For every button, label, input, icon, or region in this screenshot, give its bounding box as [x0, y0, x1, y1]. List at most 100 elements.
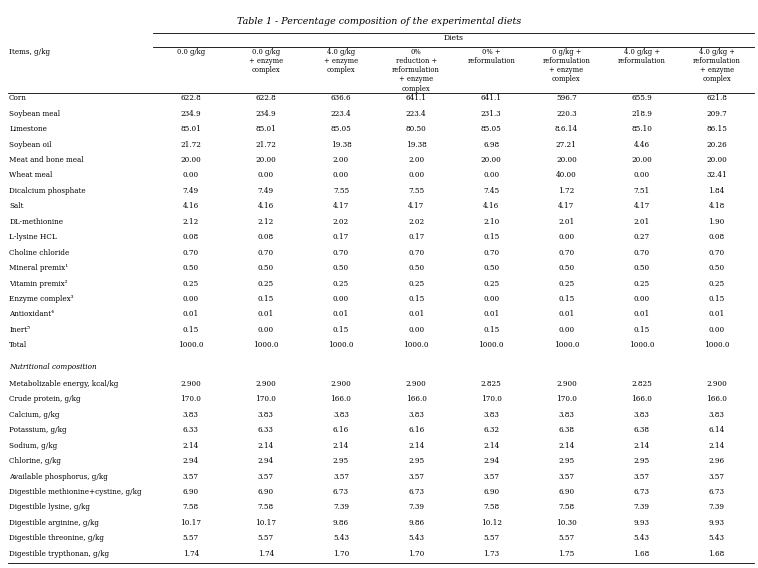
Text: 0.70: 0.70 — [183, 249, 199, 257]
Text: 5.43: 5.43 — [709, 534, 725, 542]
Text: 40.00: 40.00 — [556, 172, 577, 179]
Text: 20.00: 20.00 — [631, 156, 652, 164]
Text: 5.43: 5.43 — [634, 534, 650, 542]
Text: 3.57: 3.57 — [333, 473, 349, 481]
Text: 2.14: 2.14 — [558, 442, 575, 450]
Text: Total: Total — [9, 341, 27, 349]
Text: 20.00: 20.00 — [180, 156, 201, 164]
Text: 0.00: 0.00 — [634, 295, 650, 303]
Text: 2.95: 2.95 — [559, 457, 575, 465]
Text: 622.8: 622.8 — [180, 94, 201, 102]
Text: 0.00: 0.00 — [634, 172, 650, 179]
Text: 20.00: 20.00 — [706, 156, 727, 164]
Text: 1000.0: 1000.0 — [328, 341, 354, 349]
Text: 0.25: 0.25 — [408, 279, 424, 287]
Text: 1000.0: 1000.0 — [629, 341, 654, 349]
Text: 4.46: 4.46 — [634, 141, 650, 149]
Text: 2.14: 2.14 — [483, 442, 500, 450]
Text: 9.86: 9.86 — [333, 519, 349, 527]
Text: Diets: Diets — [443, 34, 464, 42]
Text: 0.25: 0.25 — [559, 279, 575, 287]
Text: 2.12: 2.12 — [258, 218, 274, 226]
Text: 4.17: 4.17 — [408, 202, 424, 210]
Text: 0.00: 0.00 — [408, 172, 424, 179]
Text: 0.01: 0.01 — [183, 311, 199, 319]
Text: 6.73: 6.73 — [709, 488, 725, 496]
Text: 166.0: 166.0 — [330, 395, 352, 403]
Text: 85.05: 85.05 — [481, 125, 502, 133]
Text: 0.01: 0.01 — [333, 311, 349, 319]
Text: 0.70: 0.70 — [483, 249, 500, 257]
Text: 1.74: 1.74 — [183, 550, 199, 558]
Text: 641.1: 641.1 — [481, 94, 502, 102]
Text: 0.50: 0.50 — [333, 264, 349, 272]
Text: DL-methionine: DL-methionine — [9, 218, 63, 226]
Text: 3.83: 3.83 — [559, 411, 575, 419]
Text: 3.57: 3.57 — [183, 473, 199, 481]
Text: 0.70: 0.70 — [709, 249, 725, 257]
Text: 3.57: 3.57 — [709, 473, 725, 481]
Text: 2.900: 2.900 — [255, 380, 276, 388]
Text: 0.00: 0.00 — [258, 326, 274, 334]
Text: 2.02: 2.02 — [333, 218, 349, 226]
Text: 1000.0: 1000.0 — [553, 341, 579, 349]
Text: 86.15: 86.15 — [706, 125, 727, 133]
Text: Digestible methionine+cystine, g/kg: Digestible methionine+cystine, g/kg — [9, 488, 142, 496]
Text: 5.57: 5.57 — [183, 534, 199, 542]
Text: 596.7: 596.7 — [556, 94, 577, 102]
Text: 1.75: 1.75 — [558, 550, 575, 558]
Text: 0.15: 0.15 — [258, 295, 274, 303]
Text: 3.83: 3.83 — [409, 411, 424, 419]
Text: 641.1: 641.1 — [406, 94, 427, 102]
Text: 170.0: 170.0 — [481, 395, 502, 403]
Text: 7.58: 7.58 — [483, 503, 500, 511]
Text: 6.16: 6.16 — [333, 426, 349, 434]
Text: 7.39: 7.39 — [408, 503, 424, 511]
Text: 0.25: 0.25 — [183, 279, 199, 287]
Text: 7.45: 7.45 — [483, 187, 500, 195]
Text: 655.9: 655.9 — [631, 94, 652, 102]
Text: 5.43: 5.43 — [408, 534, 424, 542]
Text: 0.01: 0.01 — [634, 311, 650, 319]
Text: Digestible trypthonan, g/kg: Digestible trypthonan, g/kg — [9, 550, 109, 558]
Text: 0.15: 0.15 — [183, 326, 199, 334]
Text: 4.18: 4.18 — [709, 202, 725, 210]
Text: 0.00: 0.00 — [559, 326, 575, 334]
Text: 1.70: 1.70 — [408, 550, 424, 558]
Text: 10.12: 10.12 — [481, 519, 502, 527]
Text: Chlorine, g/kg: Chlorine, g/kg — [9, 457, 61, 465]
Text: Table 1 - Percentage composition of the experimental diets: Table 1 - Percentage composition of the … — [236, 17, 522, 26]
Text: 6.32: 6.32 — [484, 426, 500, 434]
Text: 2.14: 2.14 — [333, 442, 349, 450]
Text: 0.25: 0.25 — [483, 279, 500, 287]
Text: 85.10: 85.10 — [631, 125, 652, 133]
Text: 621.8: 621.8 — [706, 94, 727, 102]
Text: Nutritional composition: Nutritional composition — [9, 363, 97, 371]
Text: Sodium, g/kg: Sodium, g/kg — [9, 442, 58, 450]
Text: Corn: Corn — [9, 94, 27, 102]
Text: 0.01: 0.01 — [558, 311, 575, 319]
Text: 0.70: 0.70 — [408, 249, 424, 257]
Text: 622.8: 622.8 — [255, 94, 276, 102]
Text: Mineral premix¹: Mineral premix¹ — [9, 264, 68, 272]
Text: 19.38: 19.38 — [330, 141, 352, 149]
Text: 0.25: 0.25 — [333, 279, 349, 287]
Text: 7.55: 7.55 — [408, 187, 424, 195]
Text: 636.6: 636.6 — [330, 94, 351, 102]
Text: Antioxidant⁴: Antioxidant⁴ — [9, 311, 54, 319]
Text: 3.83: 3.83 — [183, 411, 199, 419]
Text: 209.7: 209.7 — [706, 110, 727, 118]
Text: 85.01: 85.01 — [180, 125, 201, 133]
Text: 8.6.14: 8.6.14 — [555, 125, 578, 133]
Text: 6.14: 6.14 — [709, 426, 725, 434]
Text: 4.0 g/kg
+ enzyme
complex: 4.0 g/kg + enzyme complex — [324, 48, 358, 74]
Text: 1.70: 1.70 — [333, 550, 349, 558]
Text: 7.39: 7.39 — [634, 503, 650, 511]
Text: 1000.0: 1000.0 — [403, 341, 429, 349]
Text: 9.93: 9.93 — [709, 519, 725, 527]
Text: 0.00: 0.00 — [709, 326, 725, 334]
Text: 85.05: 85.05 — [330, 125, 352, 133]
Text: 234.9: 234.9 — [255, 110, 276, 118]
Text: 170.0: 170.0 — [180, 395, 201, 403]
Text: 2.14: 2.14 — [408, 442, 424, 450]
